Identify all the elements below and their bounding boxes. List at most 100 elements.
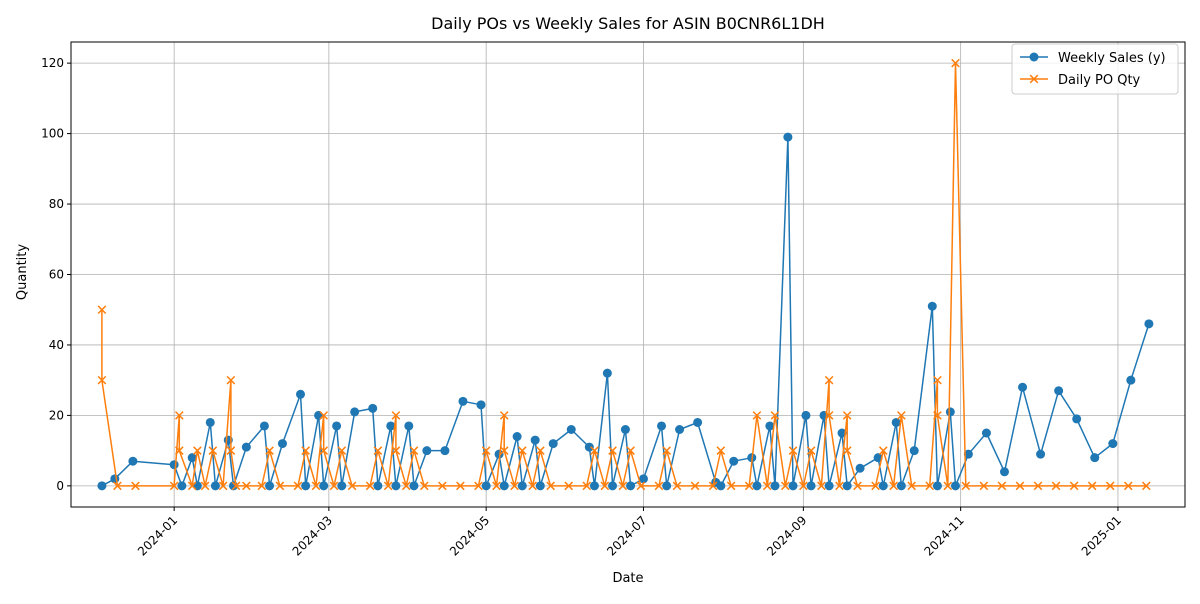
data-point [440,446,450,456]
data-point [517,446,527,455]
data-point [368,403,378,413]
data-point [177,481,187,491]
data-point [193,446,202,455]
data-point [726,481,736,491]
data-point [799,481,808,491]
data-point [1105,481,1115,491]
data-point [626,446,635,455]
data-point [174,411,184,420]
legend-marker [1029,52,1039,62]
data-point [231,481,241,491]
data-point [729,456,739,466]
data-point [265,481,275,491]
y-tick-label: 60 [49,268,64,282]
data-point [801,410,811,420]
data-point [999,467,1009,477]
legend: Weekly Sales (y) Daily PO Qty [1011,43,1179,95]
data-point [824,375,834,385]
data-point [788,446,798,455]
data-point [657,421,667,431]
data-point [878,481,888,491]
data-point [277,439,287,449]
data-point [662,481,672,491]
data-point [275,481,285,491]
data-point [438,481,447,491]
data-point [391,446,401,455]
data-point [752,481,762,491]
data-point [337,481,347,491]
data-point [169,481,179,491]
data-point [566,425,576,434]
data-point [835,481,844,491]
data-point [927,301,937,311]
data-point [329,481,339,491]
series-weekly-sales [97,132,1154,491]
data-point [494,449,504,459]
data-point [582,481,592,491]
data-point [662,446,672,455]
data-point [871,481,880,491]
data-point [1069,481,1079,491]
data-point [897,411,906,420]
data-point [301,481,311,491]
data-point [456,481,465,491]
data-point [301,446,310,455]
data-point [257,481,267,491]
data-point [770,481,780,491]
data-point [817,481,826,491]
data-point [528,481,537,491]
data-point [744,481,754,491]
data-point [187,481,197,491]
data-point [1126,375,1136,385]
data-point [842,446,852,455]
data-point [404,421,414,431]
data-point [401,481,411,491]
y-tick-label: 120 [41,56,64,70]
data-point [347,481,357,491]
data-point [1087,481,1097,491]
data-point [981,428,991,438]
data-point [296,389,306,399]
data-point [259,421,269,431]
data-point [535,481,545,491]
data-point [481,446,491,455]
data-point [499,411,509,420]
data-point [979,481,989,491]
data-point [824,481,834,491]
data-point [548,439,558,449]
data-point [293,481,303,491]
chart-title: Daily POs vs Weekly Sales for ASIN B0CNR… [431,14,825,33]
y-tick-label: 100 [41,127,64,141]
data-point [499,481,509,491]
data-point [409,481,419,491]
data-point [638,474,648,484]
data-point [311,481,321,491]
data-point [762,481,772,491]
data-point [517,481,527,491]
data-point [97,305,107,315]
y-tick-label: 20 [49,408,64,422]
data-point [961,481,971,491]
data-point [192,481,202,491]
data-point [208,446,218,455]
data-point [97,481,107,491]
y-tick-label: 80 [49,197,64,211]
data-point [241,442,251,452]
data-point [128,456,138,466]
data-point [373,481,383,491]
data-point [765,421,775,431]
data-point [187,453,197,463]
data-point [770,411,780,420]
data-point [383,481,393,491]
data-point [365,481,375,491]
data-point [933,411,942,420]
data-point [391,481,401,491]
series-layer [97,58,1154,491]
data-point [319,481,329,491]
data-point [319,411,329,420]
data-point [907,481,916,491]
data-point [693,417,703,427]
data-point [481,481,491,491]
legend-box [1011,43,1179,95]
